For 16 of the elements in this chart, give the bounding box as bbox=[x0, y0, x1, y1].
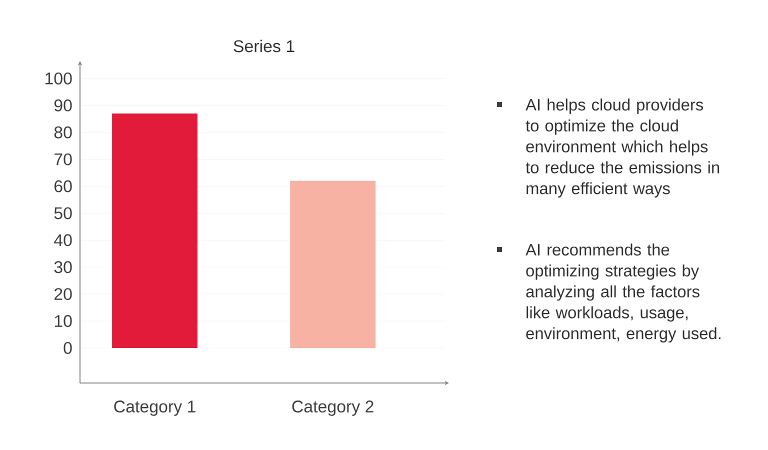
chart-title: Series 1 bbox=[234, 40, 294, 52]
y-tick-label: 0 bbox=[64, 342, 72, 354]
y-tick-label: 90 bbox=[54, 99, 72, 112]
y-tick-label: 30 bbox=[54, 261, 72, 274]
y-tick-label: 10 bbox=[54, 315, 72, 328]
y-tick-label: 50 bbox=[54, 207, 72, 220]
y-tick-label: 70 bbox=[54, 153, 72, 166]
x-tick-label: Category 1 bbox=[114, 400, 196, 416]
y-tick-label: 20 bbox=[54, 288, 72, 300]
text: AI recommends the optimizing strategies by analyzing all the factors like workloads, usage, environment, energy used. bbox=[526, 244, 720, 343]
y-tick-label: 60 bbox=[54, 180, 72, 192]
y-tick-label: 40 bbox=[54, 234, 72, 246]
x-tick-label: Category 2 bbox=[292, 400, 374, 416]
y-tick-label: 80 bbox=[54, 126, 72, 138]
y-tick-label: 100 bbox=[46, 72, 72, 84]
text: AI helps cloud providers to optimize the cloud environment which helps to reduce the emissions in many efficient ways bbox=[526, 98, 720, 198]
